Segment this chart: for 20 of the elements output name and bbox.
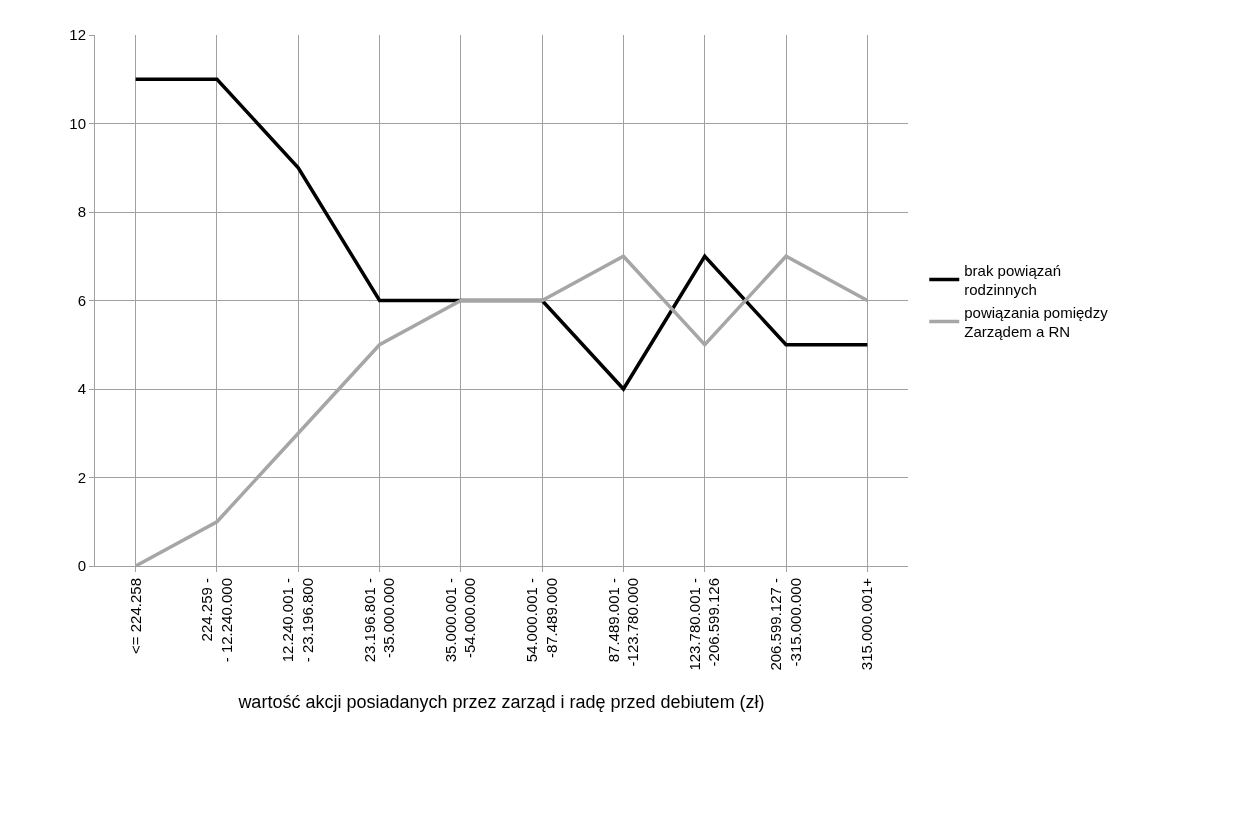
y-tick-label: 10 <box>69 114 86 132</box>
x-tick-label: 23.196.801 - -35.000.000 <box>360 578 398 663</box>
y-tick-label: 6 <box>77 291 86 309</box>
x-tick-label: 206.599.127 - -315.000.000 <box>767 578 804 671</box>
legend-label: powiązania pomiędzy Zarządem a RN <box>964 303 1109 341</box>
x-tick-label: 54.000.001 - -87.489.000 <box>523 578 560 663</box>
x-tick-label: 12.240.001 - - 23.196.800 <box>279 578 316 663</box>
line-series <box>133 77 870 391</box>
x-axis-title: wartość akcji posiadanych przez zarząd i radę przed debiutem (zł) <box>237 691 765 712</box>
y-tick-label: 2 <box>77 468 86 486</box>
y-tick-label: 8 <box>77 203 86 221</box>
x-tick-label: 123.780.001 - -206.599.126 <box>685 578 723 671</box>
x-tick-label: 224.259 - - 12.240.000 <box>198 578 235 663</box>
x-tick-label: 315.000.001+ <box>858 577 876 671</box>
x-tick-label: 35.000.001 - -54.000.000 <box>441 578 479 663</box>
y-tick-label: 4 <box>77 380 86 398</box>
y-tick-label: 12 <box>69 26 86 44</box>
x-tick-label: 87.489.001 - -123.780.000 <box>604 578 642 667</box>
x-tick-label: <= 224.258 <box>126 578 144 654</box>
y-tick-label: 0 <box>77 557 86 575</box>
